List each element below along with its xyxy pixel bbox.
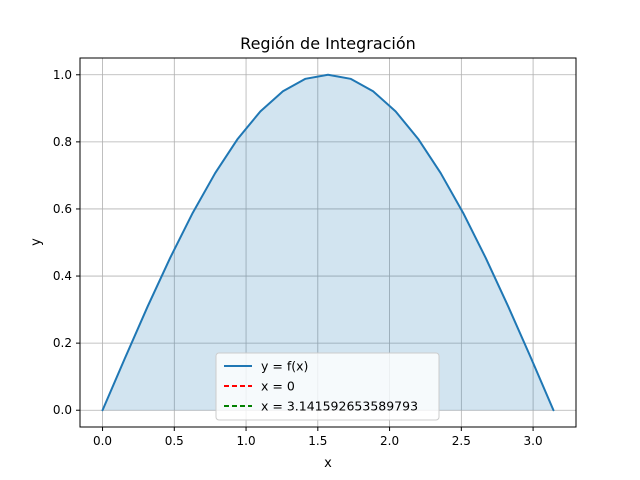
legend-label: x = 3.141592653589793	[261, 399, 418, 414]
y-tick-label: 0.2	[53, 336, 72, 350]
x-tick-label: 0.5	[165, 434, 184, 448]
ticks: 0.0 0.5 1.0 1.5 2.0 2.5 3.0 0.0 0.2 0.4 0.6 0.8 1.0	[53, 68, 543, 448]
legend-box	[215, 352, 440, 421]
legend: y = f(x) x = 0 x = 3.141592653589793	[215, 352, 440, 421]
y-tick-label: 0.4	[53, 269, 72, 283]
y-tick-label: 0.8	[53, 135, 72, 149]
area-fill	[102, 74, 554, 411]
x-tick-label: 1.0	[237, 434, 256, 448]
y-tick-label: 0.6	[53, 202, 72, 216]
y-tick-label: 1.0	[53, 68, 72, 82]
y-tick-label: 0.0	[53, 403, 72, 417]
series-line	[101, 73, 555, 412]
x-tick-label: 0.0	[93, 434, 112, 448]
x-tick-label: 3.0	[524, 434, 543, 448]
axes-frame	[79, 57, 577, 428]
legend-label: x = 0	[261, 379, 295, 394]
y-axis-label: y	[29, 238, 44, 246]
x-tick-label: 2.0	[380, 434, 399, 448]
x-axis-label: x	[324, 456, 332, 471]
plot-area	[101, 73, 555, 412]
legend-label: y = f(x)	[261, 359, 308, 374]
x-tick-label: 2.5	[452, 434, 471, 448]
x-tick-label: 1.5	[308, 434, 327, 448]
chart-title: Región de Integración	[240, 34, 416, 53]
